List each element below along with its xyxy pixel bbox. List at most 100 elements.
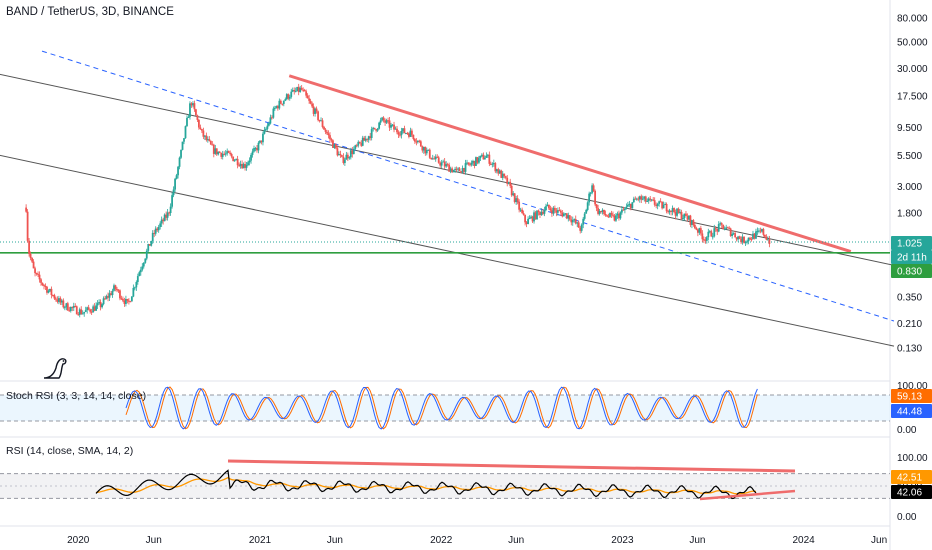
candle-body xyxy=(369,136,372,138)
candle-body xyxy=(600,210,602,212)
candle-body xyxy=(200,129,203,131)
candle-body xyxy=(330,139,333,141)
candle-body xyxy=(698,228,701,233)
candle-body xyxy=(479,155,482,159)
candle-body xyxy=(728,227,731,229)
support-price-badge: 0.830 xyxy=(891,264,932,278)
candle-body xyxy=(382,117,385,121)
candle-body xyxy=(668,210,671,213)
candle-body xyxy=(32,261,35,269)
candle-body xyxy=(740,238,742,243)
candle-body xyxy=(260,140,263,143)
candle-body xyxy=(559,210,562,213)
candle-body xyxy=(335,144,337,149)
candle-body xyxy=(534,212,537,220)
candle-body xyxy=(108,293,111,298)
candle-body xyxy=(303,89,306,92)
candle-body xyxy=(647,198,650,201)
candle-body xyxy=(127,300,130,302)
candle-body xyxy=(410,130,413,135)
candle-body xyxy=(244,164,246,168)
candle-body xyxy=(381,117,384,121)
candle-body xyxy=(540,211,543,215)
candle-body xyxy=(172,189,175,196)
price-tick-label: 5.500 xyxy=(897,151,922,162)
candle-body xyxy=(311,103,314,107)
candle-body xyxy=(226,151,229,154)
candle-body xyxy=(273,107,276,109)
candle-body xyxy=(299,87,302,92)
candle-body xyxy=(722,224,725,230)
price-tick-label: 0.210 xyxy=(897,319,922,330)
time-tick-label: Jun xyxy=(146,535,162,546)
candle-body xyxy=(399,134,401,136)
candle-body xyxy=(28,240,30,254)
candle-body xyxy=(193,103,196,110)
candle-body xyxy=(266,125,269,129)
last-price-badge-text: 1.025 xyxy=(897,239,922,250)
candle-body xyxy=(481,154,483,156)
candle-body xyxy=(625,206,628,209)
candle-body xyxy=(428,149,431,158)
candle-body xyxy=(387,120,389,122)
candle-body xyxy=(585,209,588,214)
candle-body xyxy=(592,185,595,191)
candle-body xyxy=(567,215,570,219)
candle-body xyxy=(224,153,227,155)
candle-body xyxy=(379,120,382,123)
rsi-resistance-trendline xyxy=(227,459,796,473)
candle-body xyxy=(308,98,311,101)
candle-body xyxy=(679,211,681,213)
candle-body xyxy=(141,266,144,270)
candle-body xyxy=(431,158,434,160)
candle-body xyxy=(707,231,710,238)
candle-body xyxy=(116,288,118,291)
candle-body xyxy=(221,153,224,157)
candle-body xyxy=(342,156,345,163)
candle-body xyxy=(570,219,573,223)
candle-body xyxy=(454,168,456,171)
candle-body xyxy=(558,210,561,212)
rsi-line xyxy=(95,469,757,500)
candle-body xyxy=(110,293,112,296)
candle-body xyxy=(156,228,159,231)
candle-body xyxy=(31,258,33,262)
candle-body xyxy=(332,140,334,148)
candle-body xyxy=(281,103,284,105)
candle-body xyxy=(190,103,193,106)
candle-body xyxy=(129,301,132,303)
candle-body xyxy=(345,154,348,160)
candle-body xyxy=(696,229,699,233)
candle-body xyxy=(160,219,163,224)
candle-body xyxy=(667,211,669,213)
candle-body xyxy=(719,223,722,225)
candle-body xyxy=(50,288,53,296)
candle-body xyxy=(522,213,525,215)
candle-body xyxy=(595,204,598,209)
candle-body xyxy=(46,286,48,293)
candle-body xyxy=(580,224,583,231)
candle-body xyxy=(239,163,242,166)
candle-body xyxy=(561,212,564,217)
candle-body xyxy=(457,168,459,170)
candle-body xyxy=(692,220,695,225)
candle-body xyxy=(227,151,230,153)
candle-body xyxy=(546,204,549,207)
candle-body xyxy=(537,210,540,213)
candle-body xyxy=(80,309,83,315)
candle-body xyxy=(555,210,558,213)
candle-body xyxy=(661,201,664,209)
candle-body xyxy=(525,222,528,224)
candle-body xyxy=(178,157,181,167)
candle-body xyxy=(312,106,315,114)
candle-body xyxy=(348,157,351,159)
candle-body xyxy=(664,203,667,205)
stoch-d-badge-text: 44.48 xyxy=(897,407,922,418)
candle-body xyxy=(104,298,106,300)
candle-body xyxy=(436,156,439,158)
candle-body xyxy=(86,307,89,311)
candle-body xyxy=(265,128,267,130)
candle-body xyxy=(747,237,750,242)
candle-body xyxy=(594,190,597,205)
